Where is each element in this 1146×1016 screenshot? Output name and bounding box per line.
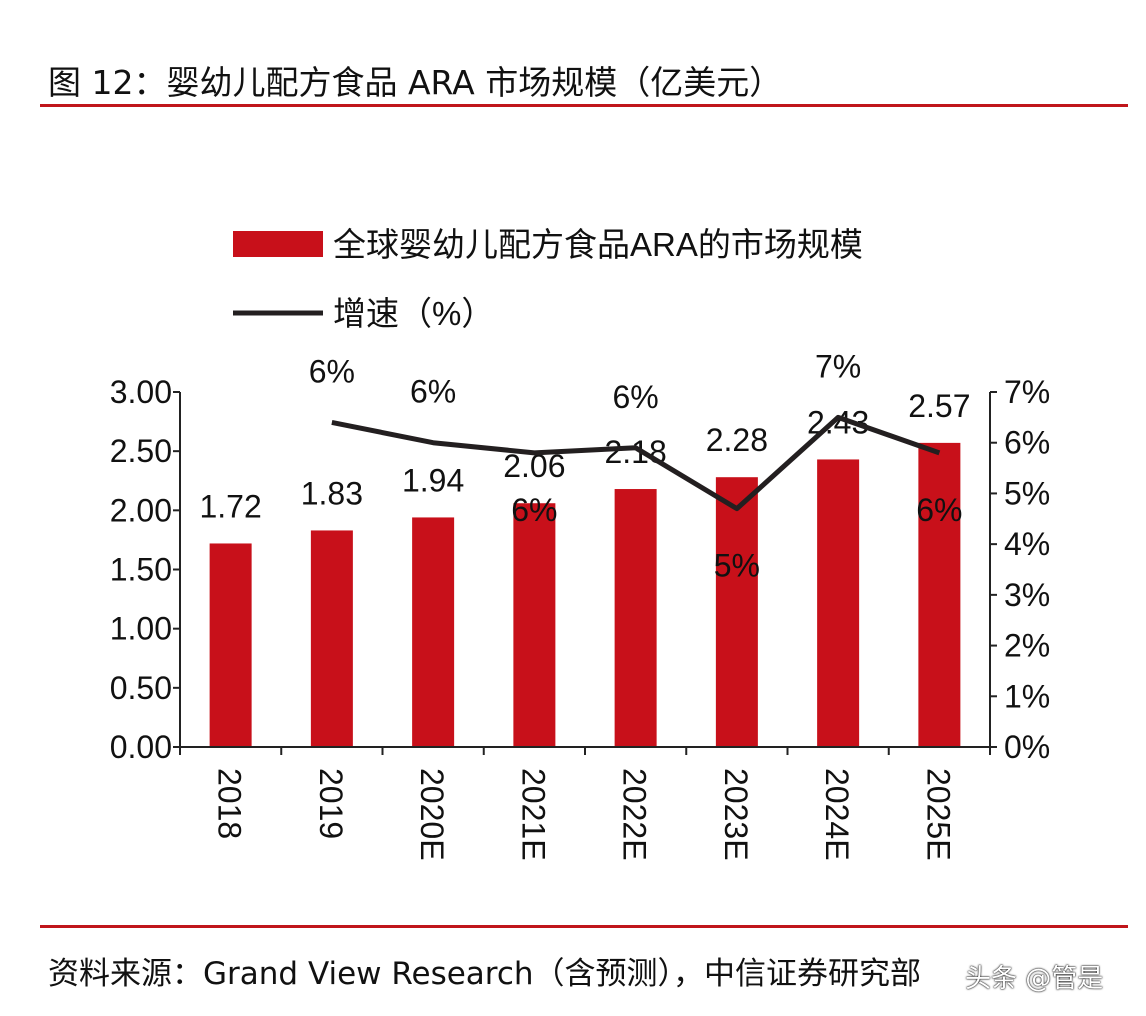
x-tick-label: 2020E — [414, 768, 450, 861]
right-tick-label: 6% — [1004, 425, 1050, 461]
right-tick-label: 0% — [1004, 729, 1050, 765]
title-divider — [40, 104, 1128, 107]
growth-label: 6% — [511, 492, 557, 528]
chart-title: 图 12：婴幼儿配方食品 ARA 市场规模（亿美元） — [48, 63, 783, 102]
legend-bar-label: 全球婴幼儿配方食品ARA的市场规模 — [333, 226, 863, 263]
left-tick-label: 2.50 — [110, 433, 172, 469]
right-tick-label: 7% — [1004, 374, 1050, 410]
x-tick-label: 2023E — [718, 768, 754, 861]
left-tick-label: 1.00 — [110, 611, 172, 647]
right-tick-label: 3% — [1004, 577, 1050, 613]
bar-label: 1.72 — [199, 488, 261, 524]
right-tick-label: 4% — [1004, 526, 1050, 562]
x-tick-label: 2021E — [515, 768, 551, 861]
source-note: 资料来源：Grand View Research（含预测），中信证券研究部 — [48, 956, 922, 992]
growth-label: 6% — [309, 353, 355, 389]
bar-2023E — [715, 477, 758, 747]
x-tick-label: 2024E — [819, 768, 855, 861]
right-tick-label: 2% — [1004, 628, 1050, 664]
growth-label: 6% — [916, 492, 962, 528]
bar-2021E — [513, 503, 556, 747]
bar-label: 1.94 — [402, 462, 464, 498]
x-tick-label: 2025E — [920, 768, 956, 861]
bar-2018 — [209, 543, 252, 747]
right-tick-label: 1% — [1004, 678, 1050, 714]
x-tick-label: 2018 — [212, 768, 248, 839]
bar-2019 — [310, 530, 353, 747]
growth-label: 6% — [613, 379, 659, 415]
growth-label: 6% — [410, 374, 456, 410]
growth-label: 7% — [815, 348, 861, 384]
bar-label: 2.28 — [706, 422, 768, 458]
bar-label: 2.57 — [908, 388, 970, 424]
bar-2022E — [614, 489, 657, 747]
bar-2025E — [918, 442, 961, 747]
growth-line — [331, 414, 941, 512]
footer-divider — [40, 925, 1128, 928]
right-tick-label: 5% — [1004, 475, 1050, 511]
left-tick-label: 1.50 — [110, 552, 172, 588]
x-tick-label: 2019 — [313, 768, 349, 839]
left-tick-label: 2.00 — [110, 492, 172, 528]
bar-2024E — [817, 459, 860, 747]
watermark: 头条 @管是 — [965, 964, 1104, 994]
left-tick-label: 0.50 — [110, 670, 172, 706]
x-tick-label: 2022E — [617, 768, 653, 861]
legend-line-label: 增速（%） — [333, 295, 494, 332]
bar-label: 1.83 — [301, 475, 363, 511]
left-tick-label: 3.00 — [110, 374, 172, 410]
legend-bar-swatch — [233, 231, 323, 257]
growth-label: 5% — [714, 548, 760, 584]
left-tick-label: 0.00 — [110, 729, 172, 765]
bar-label: 2.18 — [604, 434, 666, 470]
bar-2020E — [412, 517, 455, 747]
